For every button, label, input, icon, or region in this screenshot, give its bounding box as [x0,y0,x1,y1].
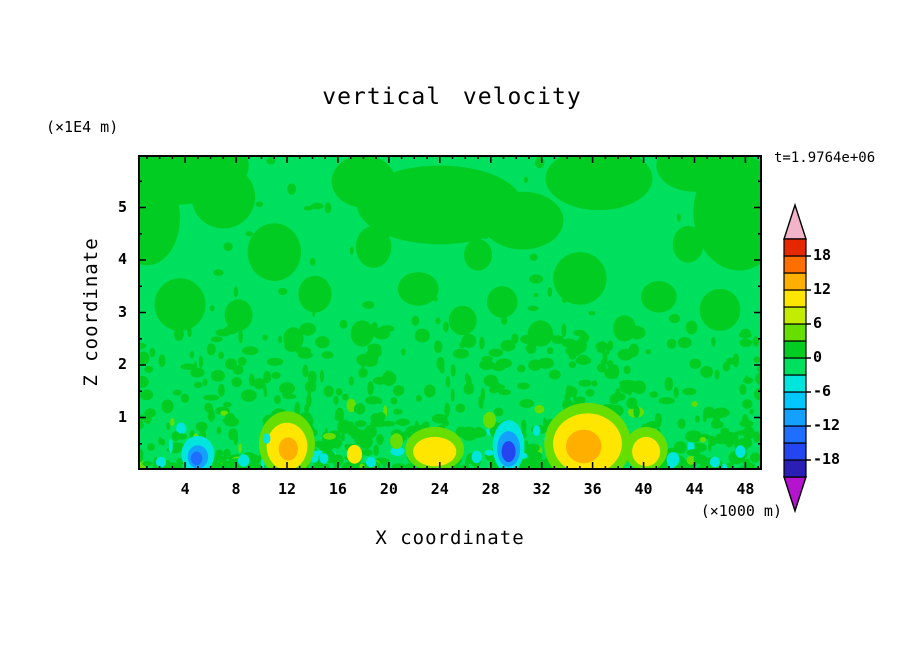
contour-plot [138,155,762,470]
x-tick-label: 8 [231,480,241,498]
z-axis-unit: (×1E4 m) [46,118,119,136]
x-tick-label: 24 [430,480,449,498]
x-tick-label: 40 [634,480,653,498]
axis-ticks [138,155,762,470]
z-tick-label: 2 [117,355,127,373]
colorbar-segments [783,202,807,514]
x-tick-label: 48 [736,480,755,498]
x-tick-label: 32 [532,480,551,498]
x-tick-label: 16 [328,480,347,498]
x-tick-label: 12 [277,480,297,498]
colorbar-ticks [806,255,811,461]
x-axis-unit: (×1000 m) [700,502,782,520]
colorbar-over-arrow [783,202,807,240]
z-tick-label: 5 [117,197,127,216]
x-tick-label: 44 [685,480,704,498]
z-tick-label: 1 [117,407,127,426]
z-tick-label: 3 [117,302,127,321]
z-tick-label: 4 [117,250,127,268]
colorbar-under-arrow [783,476,807,514]
x-tick-label: 4 [180,480,190,498]
x-tick-label: 28 [481,480,500,498]
colorbar [783,202,811,514]
x-tick-label: 36 [583,480,602,498]
time-annotation: t=1.9764e+06 [774,150,876,166]
green-patch-layer [138,155,762,351]
x-axis-title: X coordinate [375,527,525,549]
feature-layer [155,402,746,470]
z-axis-title: Z coordinate [80,237,102,387]
x-tick-label: 20 [379,480,398,498]
plot-title: vertical velocity [322,84,582,110]
